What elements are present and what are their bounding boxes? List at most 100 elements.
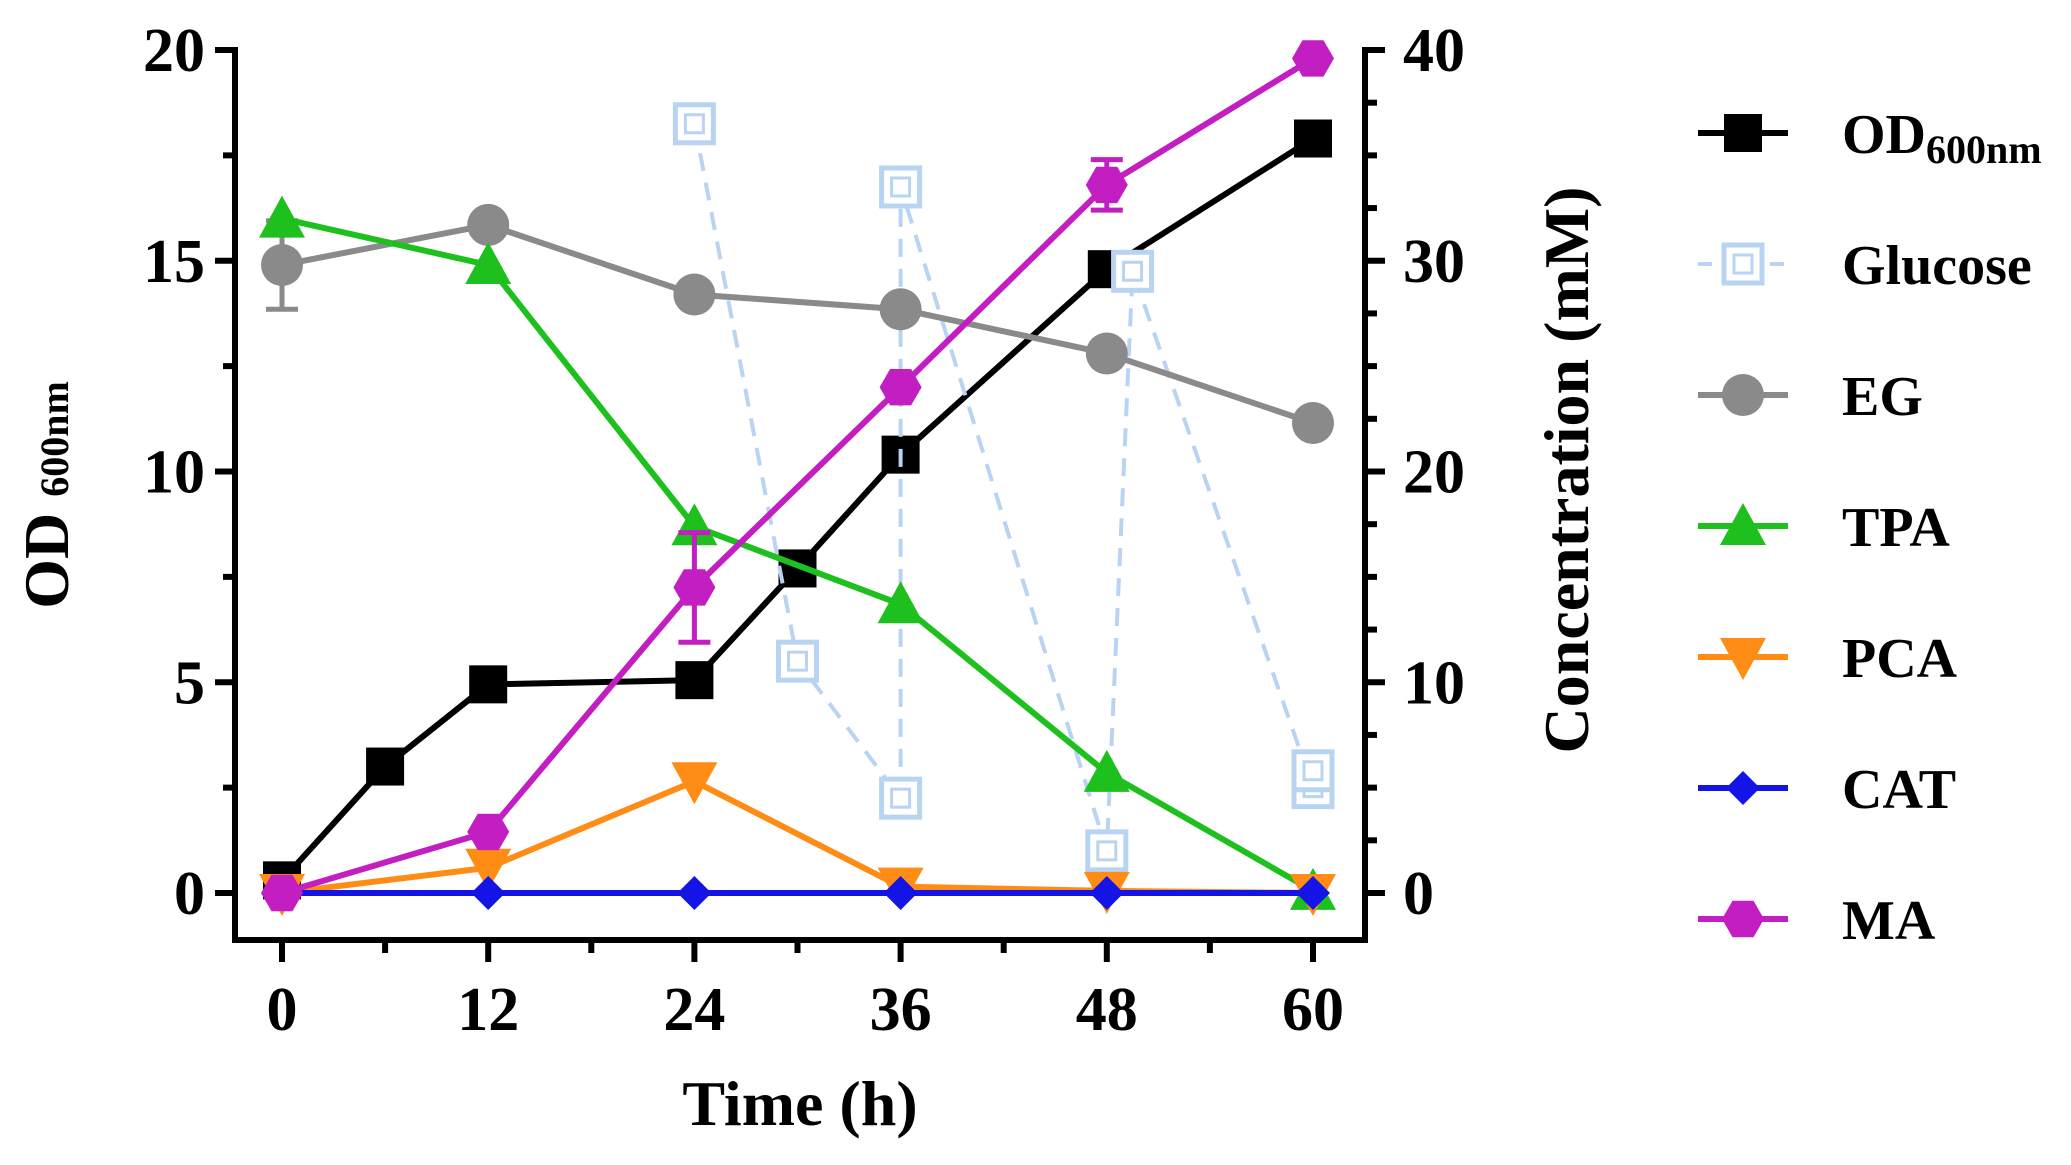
eg-point bbox=[879, 288, 922, 331]
legend-label-main: TPA bbox=[1842, 497, 1950, 559]
y-right-tick-label: 10 bbox=[1403, 649, 1465, 717]
ma-point bbox=[673, 569, 716, 606]
legend-marker-glucose bbox=[1721, 242, 1765, 286]
x-tick-label: 0 bbox=[267, 976, 298, 1044]
y-right-tick-label: 40 bbox=[1403, 17, 1465, 85]
legend-label-od600nm: OD600nm bbox=[1842, 104, 2042, 172]
glucose-point-inner bbox=[1302, 760, 1324, 782]
y-right-tick-label: 0 bbox=[1403, 860, 1434, 928]
legend-label-main: Glucose bbox=[1842, 235, 2032, 297]
series-eg bbox=[261, 203, 1334, 445]
legend-item-eg: EG bbox=[1698, 366, 1923, 428]
od600nm-point bbox=[675, 661, 714, 700]
legend-marker-cat bbox=[1726, 771, 1760, 805]
glucose-point-inner bbox=[683, 113, 705, 135]
legend-label-main: CAT bbox=[1842, 759, 1956, 821]
legend-label-pca: PCA bbox=[1842, 628, 1958, 690]
glucose-point bbox=[1291, 749, 1335, 793]
od600nm-point bbox=[1294, 119, 1332, 158]
eg-line bbox=[281, 221, 1314, 426]
series-layer bbox=[259, 40, 1336, 916]
axes: 0 5 10 15 20 0 10 20 30 40 0 12 24 36 48 60 Time (h) OD 6… bbox=[11, 17, 1602, 1139]
ma-point bbox=[1292, 40, 1334, 77]
y-left-tick-label: 5 bbox=[174, 649, 205, 717]
series-ma bbox=[261, 40, 1334, 912]
od600nm-point bbox=[469, 665, 508, 704]
pca-point bbox=[465, 848, 512, 891]
x-tick-label: 48 bbox=[1076, 976, 1138, 1044]
cat-point bbox=[883, 876, 918, 910]
legend-marker-pca bbox=[1720, 638, 1766, 680]
cat-point bbox=[677, 876, 712, 910]
legend-label-eg: EG bbox=[1842, 366, 1923, 428]
legend-label-sub: 600nm bbox=[1926, 127, 2042, 172]
od600nm-point bbox=[366, 747, 405, 786]
y-left-title-main: OD bbox=[11, 497, 82, 609]
glucose-point-inner bbox=[890, 176, 912, 198]
legend-label-glucose: Glucose bbox=[1842, 235, 2032, 297]
legend-marker-ma bbox=[1722, 900, 1764, 938]
cat-point bbox=[1089, 876, 1124, 910]
x-tick-label: 12 bbox=[457, 976, 519, 1044]
legend-item-tpa: TPA bbox=[1698, 497, 1950, 559]
ma-point bbox=[1085, 166, 1128, 204]
legend: OD600nm Glucose EG TPA PCA CAT MA bbox=[1698, 104, 2042, 952]
glucose-point-inner bbox=[890, 787, 912, 809]
glucose-point bbox=[1111, 249, 1155, 293]
series-cat bbox=[265, 876, 1330, 910]
y-left-tick-label: 10 bbox=[143, 439, 205, 507]
glucose-point bbox=[776, 639, 819, 683]
glucose-point-inner bbox=[787, 650, 808, 672]
series-od600nm bbox=[263, 119, 1332, 900]
x-tick-label: 60 bbox=[1282, 976, 1344, 1044]
glucose-point bbox=[879, 165, 923, 209]
legend-label-main: EG bbox=[1842, 366, 1923, 428]
tpa-point bbox=[877, 581, 924, 624]
legend-item-pca: PCA bbox=[1698, 628, 1958, 690]
tpa-line bbox=[281, 215, 1315, 894]
pca-line bbox=[281, 778, 1314, 896]
glucose-point bbox=[879, 776, 923, 820]
glucose-point-inner bbox=[1096, 840, 1118, 862]
x-tick-label: 24 bbox=[663, 976, 725, 1044]
legend-label-main: MA bbox=[1842, 890, 1936, 952]
legend-label-main: OD bbox=[1842, 104, 1926, 166]
y-left-title-sub: 600nm bbox=[32, 381, 77, 497]
glucose-point bbox=[672, 102, 716, 146]
y-left-tick-label: 15 bbox=[143, 228, 205, 296]
y-left-tick-label: 0 bbox=[174, 860, 205, 928]
y-left-tick-label: 20 bbox=[143, 17, 205, 85]
tpa-point bbox=[1083, 749, 1130, 792]
y-axis-right-title: Concentration (mM) bbox=[1531, 187, 1602, 754]
eg-point bbox=[1292, 402, 1334, 445]
pca-point bbox=[671, 762, 718, 805]
legend-item-cat: CAT bbox=[1698, 759, 1956, 821]
legend-marker-eg bbox=[1722, 374, 1764, 416]
legend-marker-od600nm bbox=[1724, 114, 1762, 152]
eg-point bbox=[673, 273, 716, 316]
legend-item-glucose: Glucose bbox=[1698, 235, 2032, 297]
legend-item-ma: MA bbox=[1698, 890, 1936, 952]
legend-label-ma: MA bbox=[1842, 890, 1936, 952]
ma-point bbox=[467, 813, 510, 851]
y-right-tick-label: 20 bbox=[1403, 439, 1465, 507]
ma-line bbox=[281, 55, 1315, 896]
legend-marker-tpa bbox=[1720, 503, 1766, 545]
legend-label-cat: CAT bbox=[1842, 759, 1956, 821]
y-axis-left-title: OD 600nm bbox=[11, 381, 82, 609]
y-right-tick-label: 30 bbox=[1403, 228, 1465, 296]
eg-point bbox=[1085, 332, 1128, 375]
tpa-point bbox=[465, 241, 512, 284]
eg-point bbox=[261, 243, 303, 286]
series-glucose bbox=[672, 102, 1335, 873]
x-axis-title: Time (h) bbox=[682, 1068, 917, 1139]
glucose-point bbox=[1085, 829, 1129, 873]
legend-label-main: PCA bbox=[1842, 628, 1958, 690]
ma-point bbox=[261, 874, 303, 912]
ma-point bbox=[879, 369, 922, 406]
eg-point bbox=[467, 203, 510, 246]
cat-point bbox=[471, 876, 506, 910]
legend-marker-glucose-inner bbox=[1732, 253, 1754, 275]
legend-item-od600nm: OD600nm bbox=[1698, 104, 2042, 172]
